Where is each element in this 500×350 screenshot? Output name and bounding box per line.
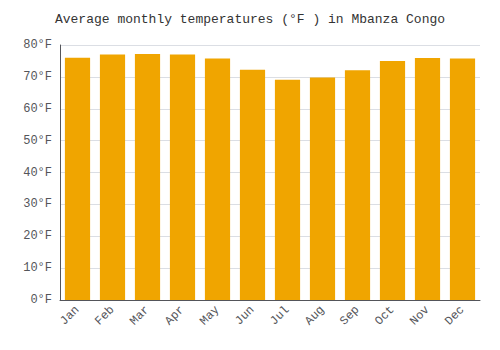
svg-text:Aug: Aug bbox=[302, 303, 327, 328]
svg-text:Feb: Feb bbox=[92, 303, 117, 328]
svg-text:Jun: Jun bbox=[232, 303, 257, 328]
svg-text:Nov: Nov bbox=[407, 303, 432, 328]
svg-text:Oct: Oct bbox=[372, 303, 397, 328]
svg-text:Dec: Dec bbox=[442, 303, 467, 328]
svg-text:40°F: 40°F bbox=[23, 166, 52, 180]
svg-text:Apr: Apr bbox=[162, 303, 187, 328]
svg-text:0°F: 0°F bbox=[30, 293, 52, 307]
svg-text:80°F: 80°F bbox=[23, 38, 52, 52]
svg-text:Average monthly temperatures (: Average monthly temperatures (°F ) in Mb… bbox=[55, 12, 445, 27]
svg-text:20°F: 20°F bbox=[23, 229, 52, 243]
svg-text:30°F: 30°F bbox=[23, 197, 52, 211]
svg-text:Jul: Jul bbox=[267, 303, 292, 328]
svg-text:Mar: Mar bbox=[127, 303, 152, 328]
svg-text:Jan: Jan bbox=[57, 303, 82, 328]
svg-text:60°F: 60°F bbox=[23, 102, 52, 116]
svg-text:10°F: 10°F bbox=[23, 261, 52, 275]
svg-text:50°F: 50°F bbox=[23, 134, 52, 148]
svg-text:70°F: 70°F bbox=[23, 70, 52, 84]
svg-text:May: May bbox=[197, 303, 222, 328]
svg-text:Sep: Sep bbox=[337, 303, 362, 328]
